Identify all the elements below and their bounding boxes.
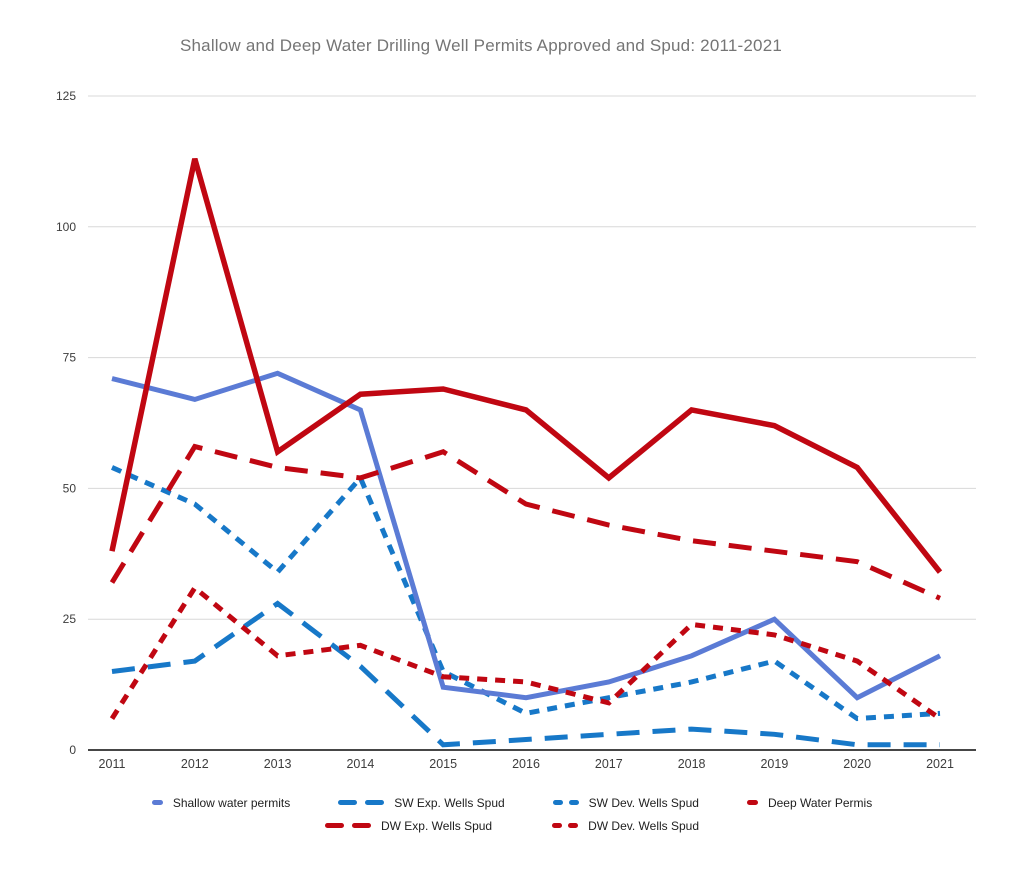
legend-item-deep-water-permis: Deep Water Permis [746, 795, 873, 810]
x-tick-label: 2021 [926, 757, 954, 771]
legend-dash [568, 800, 579, 805]
y-tick-label: 50 [63, 481, 77, 495]
chart-title: Shallow and Deep Water Drilling Well Per… [179, 36, 783, 55]
x-tick-label: 2016 [512, 757, 540, 771]
x-tick-label: 2011 [99, 757, 126, 771]
series-line-5 [109, 584, 942, 721]
legend-label: DW Dev. Wells Spud [588, 818, 700, 833]
x-tick-label: 2013 [264, 757, 292, 771]
legend-label: DW Exp. Wells Spud [380, 818, 493, 833]
legend-label: Shallow water permits [172, 795, 291, 810]
legend-dash [552, 823, 563, 828]
legend-dash [324, 823, 344, 828]
legend-dash [351, 823, 371, 828]
legend-dash [568, 823, 579, 828]
legend-label: Deep Water Permis [767, 795, 873, 810]
legend-item-dw-dev-wells-spud: DW Dev. Wells Spud [552, 819, 699, 833]
legend-item-shallow-water-permits: Shallow water permits [151, 795, 291, 810]
legend-item-sw-dev-wells-spud: SW Dev. Wells Spud [552, 795, 699, 810]
x-tick-label: 2017 [595, 757, 623, 771]
x-tick-label: 2019 [760, 757, 788, 771]
legend-label: SW Exp. Wells Spud [394, 795, 505, 810]
sw-dev-wells-spud-line-swatch-icon [552, 800, 579, 805]
x-tick-label: 2020 [843, 757, 871, 771]
deep-water-permis-line-swatch-icon [746, 800, 758, 805]
series-line-1 [111, 600, 940, 748]
shallow-water-permits-line-swatch-icon [151, 800, 163, 805]
legend-dash [365, 800, 385, 805]
x-tick-label: 2018 [678, 757, 706, 771]
legend: Shallow water permits SW Exp. Wells Spud… [0, 791, 1024, 837]
legend-dash [746, 800, 758, 805]
x-tick-label: 2014 [346, 757, 374, 771]
line-chart: 0 25 50 75 100 125 2011 2012 2013 2014 2015 2016 201… [56, 89, 976, 771]
legend-dash [151, 800, 163, 805]
dw-dev-wells-spud-line-swatch-icon [552, 823, 579, 828]
x-tick-label: 2012 [181, 757, 209, 771]
y-tick-label: 125 [56, 89, 76, 103]
y-tick-label: 100 [56, 220, 76, 234]
dw-exp-wells-spud-line-swatch-icon [324, 823, 371, 828]
legend-dash [338, 800, 358, 805]
series-line-4 [109, 443, 942, 601]
y-tick-label: 25 [63, 612, 77, 626]
y-tick-label: 75 [63, 351, 77, 365]
legend-dash [552, 800, 563, 805]
legend-row-2: DW Exp. Wells Spud DW Dev. Wells Spud [0, 814, 1024, 837]
legend-row-1: Shallow water permits SW Exp. Wells Spud… [0, 791, 1024, 814]
legend-item-sw-exp-wells-spud: SW Exp. Wells Spud [338, 795, 505, 810]
legend-label: SW Dev. Wells Spud [588, 795, 699, 810]
series-line-0 [111, 370, 942, 701]
x-tick-label: 2015 [429, 757, 457, 771]
y-tick-label: 0 [69, 743, 76, 757]
sw-exp-wells-spud-line-swatch-icon [338, 800, 385, 805]
legend-item-dw-exp-wells-spud: DW Exp. Wells Spud [324, 818, 493, 833]
series-line-3 [109, 158, 943, 574]
